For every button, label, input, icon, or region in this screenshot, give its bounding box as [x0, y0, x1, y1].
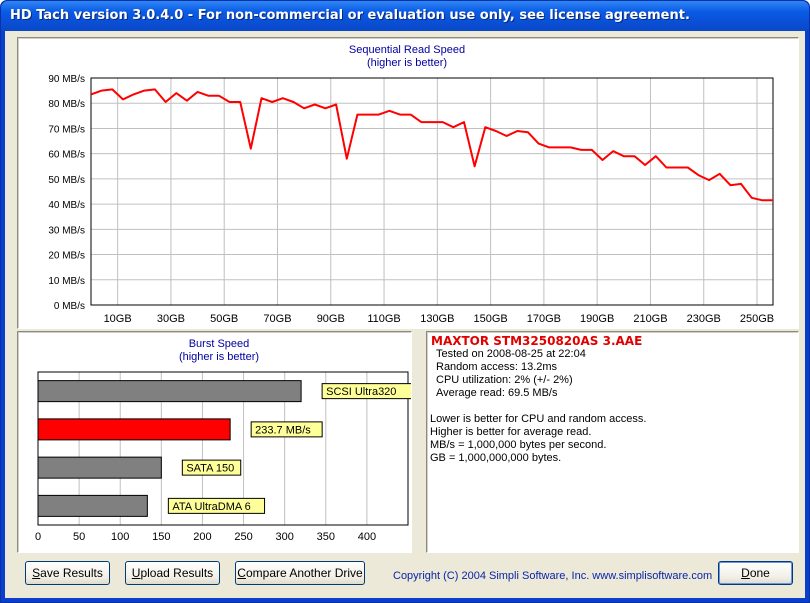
- x-tick-label: 130GB: [420, 313, 454, 325]
- burst-bar-label-box: [167, 497, 266, 514]
- x-tick-label: 210GB: [633, 313, 667, 325]
- burst-x-tick-label: 200: [193, 531, 211, 543]
- x-tick-label: 50GB: [210, 313, 238, 325]
- note-lower-better: Lower is better for CPU and random acces…: [430, 413, 647, 425]
- random-access: Random access: 13.2ms: [436, 361, 558, 373]
- y-tick-label: 30 MB/s: [48, 225, 85, 236]
- x-tick-label: 30GB: [157, 313, 185, 325]
- y-tick-label: 70 MB/s: [48, 124, 85, 135]
- burst-bar-label-box: [181, 459, 242, 476]
- y-tick-label: 80 MB/s: [48, 99, 85, 110]
- burst-x-tick-label: 0: [35, 531, 41, 543]
- tested-date: Tested on 2008-08-25 at 22:04: [436, 348, 586, 360]
- x-tick-label: 230GB: [687, 313, 721, 325]
- drive-name: MAXTOR STM3250820AS 3.AAE: [431, 334, 643, 348]
- compare-accelerator: C: [237, 566, 246, 580]
- drive-info-panel: MAXTOR STM3250820AS 3.AAE Tested on 2008…: [426, 331, 799, 553]
- y-tick-label: 40 MB/s: [48, 200, 85, 211]
- plot-border: [90, 77, 774, 306]
- x-tick-label: 70GB: [263, 313, 291, 325]
- x-tick-label: 150GB: [473, 313, 507, 325]
- note-higher-better: Higher is better for average read.: [430, 426, 592, 438]
- burst-x-tick-label: 400: [358, 531, 376, 543]
- x-tick-label: 90GB: [317, 313, 345, 325]
- copyright-text: Copyright (C) 2004 Simpli Software, Inc.…: [393, 570, 713, 582]
- cpu-utilization: CPU utilization: 2% (+/- 2%): [436, 374, 573, 386]
- save-results-accelerator: S: [32, 566, 41, 580]
- compare-label: ompare Another Drive: [245, 566, 363, 580]
- y-tick-label: 0 MB/s: [54, 301, 85, 312]
- burst-bar: [37, 456, 162, 479]
- burst-x-tick-label: 150: [152, 531, 170, 543]
- burst-speed-chart: Burst Speed(higher is better) 0 50 100 150 20…: [35, 338, 413, 543]
- x-tick-label: 170GB: [527, 313, 561, 325]
- done-label: one: [749, 566, 770, 580]
- burst-x-tick-label: 300: [275, 531, 293, 543]
- x-tick-label: 110GB: [367, 313, 400, 325]
- read-speed-line: [90, 88, 773, 202]
- save-results-label: ave Results: [40, 566, 103, 580]
- plot-area: [91, 78, 773, 305]
- note-gb-definition: GB = 1,000,000,000 bytes.: [430, 452, 562, 464]
- average-read: Average read: 69.5 MB/s: [436, 387, 558, 399]
- chart-subtitle: (higher is better): [367, 57, 447, 69]
- burst-x-tick-label: 50: [73, 531, 85, 543]
- burst-bar-label: ATA UltraDMA 6: [172, 501, 250, 513]
- x-tick-label: 250GB: [740, 313, 774, 325]
- upload-results-label: pload Results: [140, 566, 214, 580]
- burst-x-tick-label: 350: [317, 531, 335, 543]
- y-tick-label: 50 MB/s: [48, 175, 85, 186]
- burst-chart-subtitle: (higher is better): [179, 351, 259, 363]
- x-tick-label: 10GB: [104, 313, 132, 325]
- burst-bar: [37, 418, 231, 441]
- title-bar[interactable]: HD Tach version 3.0.4.0 - For non-commer…: [1, 1, 809, 31]
- burst-bar: [37, 380, 302, 403]
- burst-bar-label: SCSI Ultra320: [326, 386, 396, 398]
- y-tick-label: 60 MB/s: [48, 150, 85, 161]
- client-area: Sequential Read Speed (higher is better) 0…: [5, 31, 805, 598]
- burst-bar: [37, 494, 148, 517]
- burst-bar-label: SATA 150: [186, 463, 234, 475]
- y-tick-label: 10 MB/s: [48, 276, 85, 287]
- note-mbs-definition: MB/s = 1,000,000 bytes per second.: [430, 439, 607, 451]
- sequential-read-chart: Sequential Read Speed(higher is better) 0…: [48, 44, 774, 325]
- burst-bar-label-box: [250, 421, 323, 438]
- sequential-read-panel: Sequential Read Speed (higher is better) 0…: [17, 37, 799, 329]
- burst-chart-title: Burst Speed: [189, 338, 250, 350]
- burst-x-tick-label: 250: [234, 531, 252, 543]
- burst-plot-border: [37, 371, 409, 526]
- done-accelerator: D: [741, 566, 750, 580]
- y-tick-label: 20 MB/s: [48, 251, 85, 262]
- x-tick-label: 190GB: [580, 313, 614, 325]
- burst-speed-panel: Burst Speed (higher is better) 0 50 100 150 20…: [17, 331, 413, 553]
- y-tick-label: 90 MB/s: [48, 74, 85, 85]
- burst-x-tick-label: 100: [111, 531, 129, 543]
- upload-results-accelerator: U: [131, 566, 141, 580]
- window-title: HD Tach version 3.0.4.0 - For non-commer…: [10, 8, 690, 23]
- burst-bar-label: 233.7 MB/s: [255, 424, 311, 436]
- chart-title: Sequential Read Speed: [349, 44, 465, 56]
